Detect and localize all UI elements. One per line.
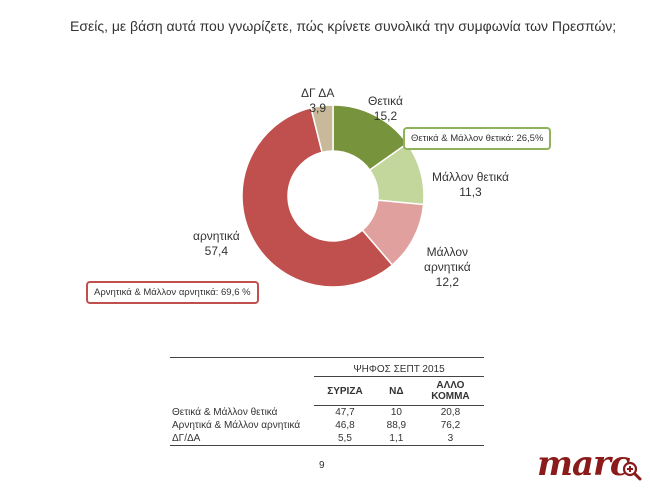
donut-slice-4 [310, 104, 334, 154]
label-arnitika: αρνητικά 57,4 [193, 229, 240, 258]
donut-slice-3 [241, 106, 394, 288]
table-cell: 47,7 [335, 407, 355, 418]
table-col-header: ΣΥΡΙΖΑ [314, 376, 376, 406]
callout-positive-total: Θετικά & Μάλλον θετικά: 26,5% [403, 127, 552, 150]
row-label: ΔΓ/ΔΑ [170, 432, 314, 446]
table-cell: 20,8 [440, 407, 461, 418]
label-thetika: Θετικά 15,2 [368, 94, 403, 123]
table-cell: 76,2 [440, 420, 461, 431]
label-mallon-thetika: Μάλλον θετικά 11,3 [432, 170, 509, 199]
marc-logo: marc [537, 444, 631, 484]
table-col-header: ΝΔ [375, 376, 417, 406]
table-cell: 88,9 [386, 420, 407, 431]
table-cell: 5,5 [314, 432, 376, 446]
table-cell: 1,1 [375, 432, 417, 446]
row-label: Αρνητικά & Μάλλον αρνητικά [172, 420, 301, 431]
table-row: ΔΓ/ΔΑ 5,5 1,1 3 [170, 432, 484, 446]
label-mallon-arnitika: Μάλλον αρνητικά 12,2 [424, 245, 471, 289]
callout-negative-total: Αρνητικά & Μάλλον αρνητικά: 69,6 % [86, 281, 259, 304]
vote-breakdown-table: ΨΗΦΟΣ ΣΕΠΤ 2015 ΣΥΡΙΖΑ ΝΔ ΑΛΛΟ ΚΟΜΜΑ Θετι… [170, 357, 484, 446]
table-col-header: ΑΛΛΟ ΚΟΜΜΑ [416, 376, 484, 406]
row-label: Θετικά & Μάλλον θετικά [172, 406, 278, 418]
table-cell: 46,8 [335, 420, 355, 431]
donut-chart [241, 104, 425, 288]
table-cell: 3 [416, 432, 484, 446]
page-number: 9 [319, 460, 325, 471]
table-row: Θετικά & Μάλλον θετικά 47,7 10 20,8 [170, 406, 484, 420]
chart-title: Εσείς, με βάση αυτά που γνωρίζετε, πώς κ… [70, 18, 617, 34]
table-group-header: ΨΗΦΟΣ ΣΕΠΤ 2015 [314, 357, 484, 377]
table-cell: 10 [390, 407, 402, 418]
label-dg-da: ΔΓ ΔΑ 3,9 [301, 86, 335, 115]
zoom-in-icon[interactable] [622, 461, 642, 481]
table-row: Αρνητικά & Μάλλον αρνητικά 46,8 88,9 76,… [170, 419, 484, 432]
